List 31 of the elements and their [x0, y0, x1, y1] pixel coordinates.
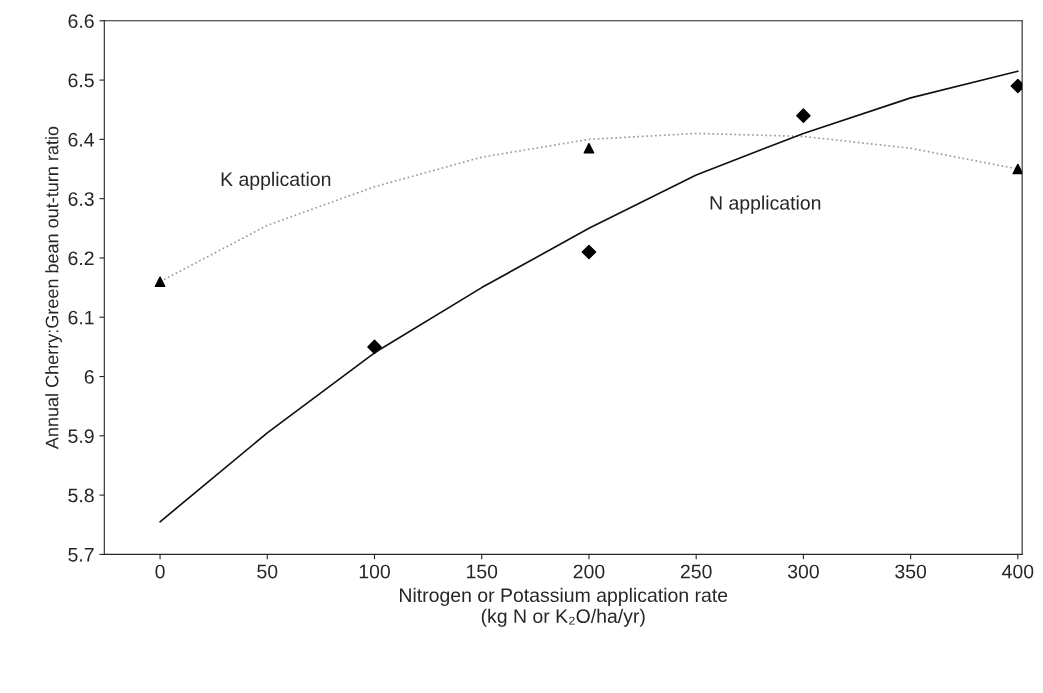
x-tick-label: 200 — [573, 564, 605, 579]
y-tick-label: 5.8 — [68, 488, 94, 503]
x-tick-label: 350 — [895, 564, 927, 579]
x-tick-label: 400 — [1002, 564, 1034, 579]
x-tick-label: 100 — [359, 564, 390, 579]
line-series — [159, 70, 1019, 523]
y-axis-title: Annual Cherry:Green bean out-turn ratio — [45, 126, 62, 450]
y-tick-label: 6.2 — [68, 251, 94, 266]
x-tick-label: 50 — [257, 564, 278, 579]
x-tick-label: 150 — [466, 564, 498, 579]
point — [1010, 78, 1023, 94]
point — [367, 339, 382, 355]
y-tick-label: 6 — [84, 370, 94, 384]
series-label: N application — [710, 195, 821, 214]
y-tick-label: 5.9 — [68, 429, 94, 444]
y-tick-label: 6.3 — [68, 192, 94, 206]
x-tick-label: 300 — [787, 564, 819, 579]
point — [581, 244, 597, 260]
y-tick-label: 6.6 — [68, 14, 94, 29]
y-tick-label: 5.7 — [68, 548, 94, 562]
x-axis-title: Nitrogen or Potassium application rate (kg N or K₂O/ha/yr) — [400, 587, 728, 627]
series-label: K application — [221, 171, 331, 190]
y-tick-label: 6.1 — [68, 310, 94, 325]
y-tick-label: 6.4 — [68, 132, 95, 147]
x-tick-label: 0 — [155, 564, 165, 579]
x-tick-label: 250 — [680, 564, 712, 579]
y-tick-label: 6.5 — [68, 73, 94, 88]
point — [583, 142, 595, 154]
point — [796, 108, 811, 123]
point — [1012, 163, 1023, 175]
point — [154, 276, 166, 288]
